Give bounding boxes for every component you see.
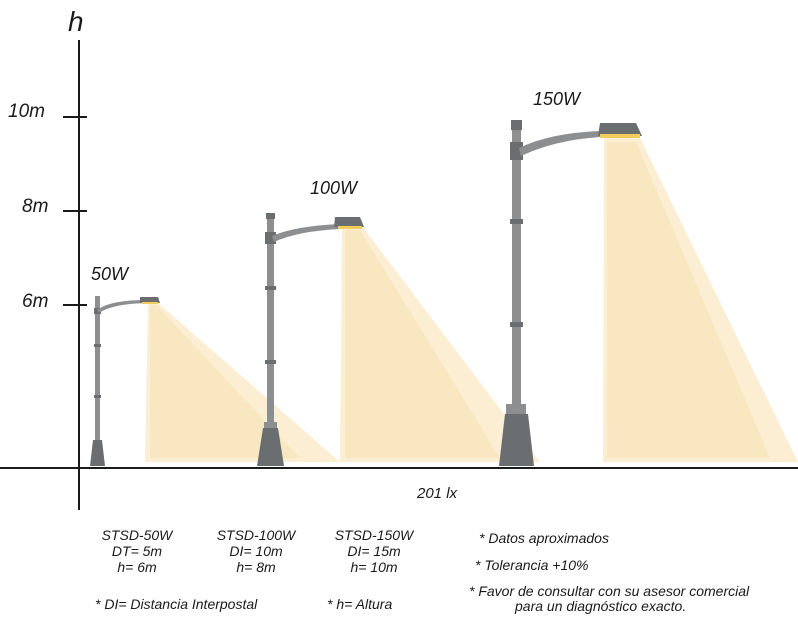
footnote-h-definition: * h= Altura xyxy=(327,596,393,612)
spec-block-50w: STSD-50W DT= 5m h= 6m xyxy=(77,527,197,575)
spec-height: h= 6m xyxy=(117,559,157,575)
street-lamp-100w xyxy=(257,213,364,466)
power-label-100w: 100W xyxy=(310,178,358,198)
spec-distance: DI= 15m xyxy=(347,543,401,559)
light-cone-50w-core xyxy=(150,305,300,458)
street-lamp-50w xyxy=(90,296,160,466)
light-cone-100w-core xyxy=(345,230,500,458)
spec-height: h= 8m xyxy=(236,559,276,575)
light-cone-150w-core xyxy=(607,142,770,458)
footnote-consult-continued: para un diagnóstico exacto. xyxy=(515,598,687,614)
spec-model: STSD-100W xyxy=(216,527,296,543)
tick-label-6m: 6m xyxy=(22,291,49,312)
light-cones xyxy=(145,138,798,462)
footnote-approximate: * Datos aproximados xyxy=(479,530,609,546)
street-lamp-150w xyxy=(499,120,642,466)
y-axis-label: h xyxy=(68,6,84,37)
spec-block-150w: STSD-150W DI= 15m h= 10m xyxy=(314,527,434,575)
footnote-tolerance: * Tolerancia +10% xyxy=(475,557,589,573)
axes xyxy=(0,40,798,510)
footnote-di-definition: * DI= Distancia Interpostal xyxy=(95,596,258,612)
spec-model: STSD-50W xyxy=(101,527,173,543)
spec-height: h= 10m xyxy=(350,559,398,575)
power-label-50w: 50W xyxy=(91,264,129,284)
spec-distance: DT= 5m xyxy=(111,543,163,559)
spec-distance: DI= 10m xyxy=(229,543,283,559)
spec-model: STSD-150W xyxy=(334,527,414,543)
illuminance-label: 201 lx xyxy=(417,485,458,502)
footnote-consult: * Favor de consultar con su asesor comer… xyxy=(469,583,750,599)
spec-block-100w: STSD-100W DI= 10m h= 8m xyxy=(196,527,316,575)
tick-label-8m: 8m xyxy=(22,196,49,217)
tick-label-10m: 10m xyxy=(8,101,45,122)
power-label-150w: 150W xyxy=(533,89,581,109)
